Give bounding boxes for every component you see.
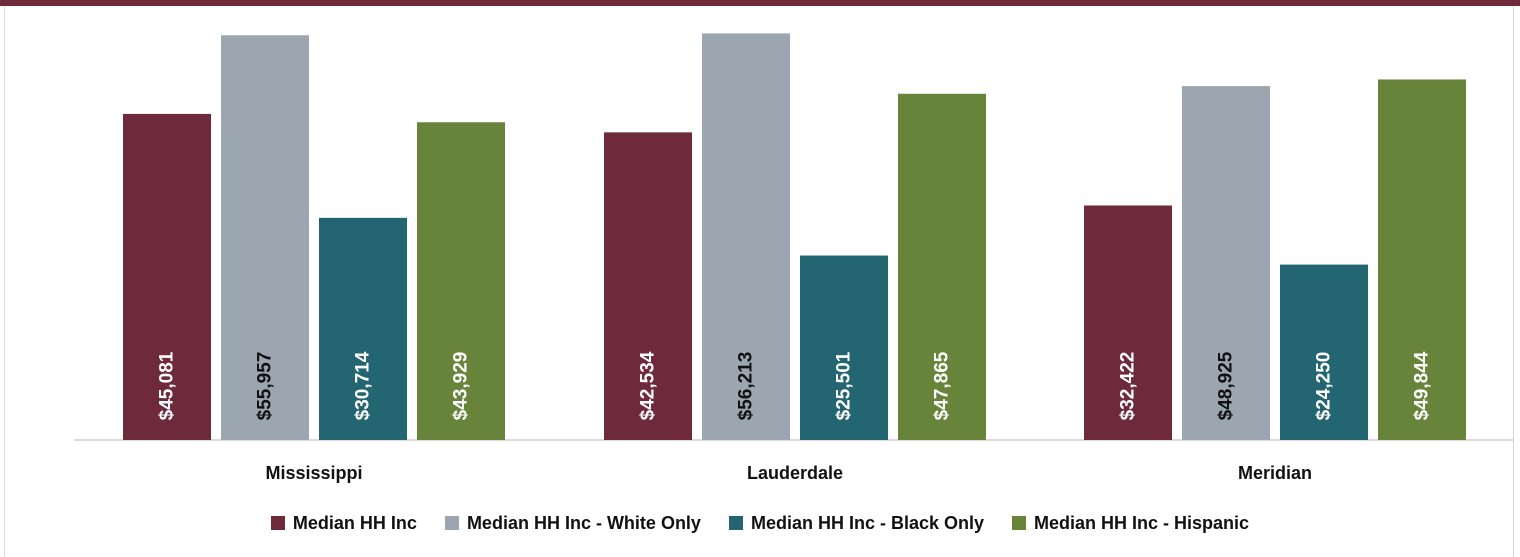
bar-meridian-series-2 (1182, 86, 1270, 441)
data-label-meridian-series-3: $24,250 (1314, 352, 1335, 421)
bar-lauderdale-series-1 (604, 132, 692, 440)
category-label-mississippi: Mississippi (265, 463, 362, 483)
chart-legend: Median HH Inc Median HH Inc - White Only M… (0, 508, 1520, 538)
data-label-lauderdale-series-2: $56,213 (736, 352, 757, 421)
legend-item-1: Median HH Inc (270, 512, 417, 534)
data-label-mississippi-series-1: $45,081 (157, 351, 178, 420)
bar-lauderdale-series-4 (898, 93, 986, 441)
data-label-meridian-series-1: $32,422 (1118, 352, 1139, 421)
legend-swatch-2 (444, 516, 459, 530)
legend-item-3: Median HH Inc - Black Only (728, 512, 985, 534)
top-accent-bar (0, 0, 1520, 6)
legend-item-2: Median HH Inc - White Only (444, 512, 701, 534)
category-label-lauderdale: Lauderdale (747, 463, 843, 483)
data-label-lauderdale-series-4: $47,865 (932, 351, 953, 420)
legend-swatch-1 (270, 516, 285, 530)
bar-meridian-series-1 (1084, 205, 1172, 440)
data-label-mississippi-series-2: $55,957 (255, 352, 276, 421)
data-label-mississippi-series-4: $43,929 (451, 352, 472, 421)
data-label-meridian-series-4: $49,844 (1412, 351, 1433, 420)
data-label-lauderdale-series-1: $42,534 (638, 351, 659, 420)
legend-swatch-4 (1012, 516, 1027, 530)
legend-label-3: Median HH Inc - Black Only (750, 512, 985, 533)
bar-mississippi-series-4 (417, 122, 505, 441)
data-label-meridian-series-2: $48,925 (1216, 351, 1237, 420)
bar-mississippi-series-2 (221, 35, 309, 441)
data-label-lauderdale-series-3: $25,501 (834, 351, 855, 420)
legend-label-4: Median HH Inc - Hispanic (1034, 512, 1250, 533)
legend-label-2: Median HH Inc - White Only (466, 512, 701, 533)
bar-meridian-series-4 (1378, 79, 1466, 440)
bar-mississippi-series-3 (319, 217, 407, 440)
bar-lauderdale-series-3 (800, 255, 888, 440)
bar-lauderdale-series-2 (702, 33, 790, 440)
data-label-mississippi-series-3: $30,714 (353, 351, 374, 420)
bar-mississippi-series-1 (123, 113, 211, 441)
chart-frame (4, 6, 1514, 557)
category-label-meridian: Meridian (1238, 463, 1312, 483)
bar-chart: $45,081 $55,957 $30,714 $43,929 Mississippi $… (74, 33, 1514, 483)
legend-swatch-3 (728, 516, 743, 530)
bar-meridian-series-3 (1280, 264, 1368, 440)
legend-label-1: Median HH Inc (292, 512, 417, 533)
legend-item-4: Median HH Inc - Hispanic (1012, 513, 1249, 534)
